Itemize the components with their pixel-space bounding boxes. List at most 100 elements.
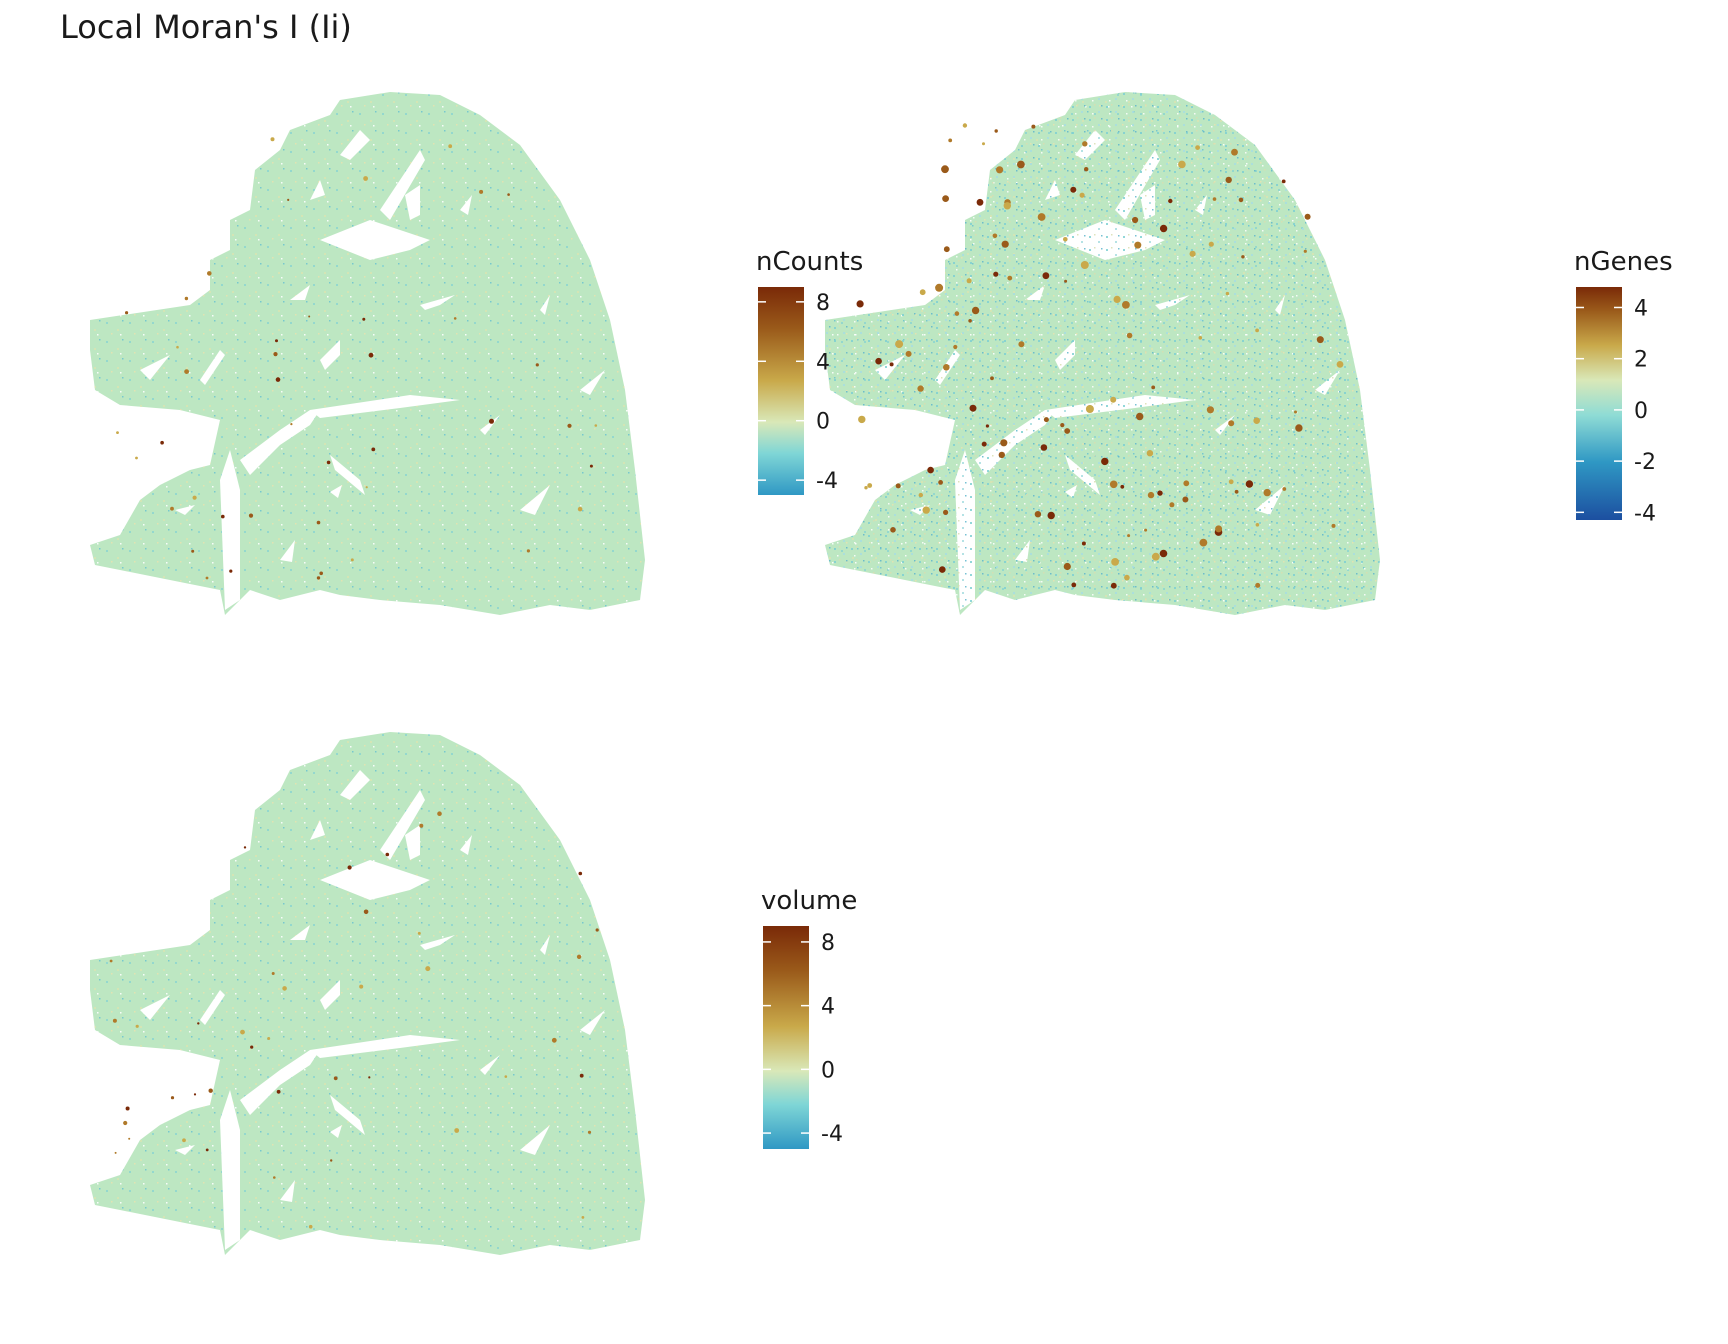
hotspot-cell xyxy=(1212,197,1217,201)
hotspot-cell xyxy=(1255,523,1260,527)
hotspot-cell xyxy=(371,447,376,452)
hotspot-cell xyxy=(275,377,281,382)
hotspot-cell xyxy=(1110,396,1117,403)
hotspot-cell xyxy=(425,966,431,972)
hotspot-cell xyxy=(1182,496,1189,503)
hotspot-cell xyxy=(1017,160,1025,169)
legend-title-ncounts: nCounts xyxy=(756,247,863,277)
colorbar-tick-label: 4 xyxy=(821,995,835,1020)
hotspot-cell xyxy=(267,1037,271,1040)
hotspot-cell xyxy=(1255,582,1261,588)
hotspot-cell xyxy=(1037,213,1046,221)
hotspot-cell xyxy=(895,483,901,489)
hotspot-cell xyxy=(1070,186,1077,193)
panel-ngenes xyxy=(815,90,1395,630)
panel-volume xyxy=(80,730,660,1270)
hotspot-cell xyxy=(594,424,598,427)
hotspot-cell xyxy=(943,509,949,515)
colorbar-tick-label: 4 xyxy=(816,350,830,375)
hotspot-cell xyxy=(207,271,212,276)
hotspot-cell xyxy=(282,986,287,991)
hotspot-cell xyxy=(193,1093,197,1096)
hotspot-cell xyxy=(990,376,994,381)
hotspot-cell xyxy=(184,296,189,301)
hotspot-cell xyxy=(985,424,989,428)
legend-ngenes: nGenes 4 2 0 -2 -4 xyxy=(1574,247,1673,526)
hotspot-cell xyxy=(576,954,582,959)
hotspot-cell xyxy=(578,871,583,876)
hotspot-cell xyxy=(1208,241,1214,247)
hotspot-cell xyxy=(1084,167,1089,172)
hotspot-cell xyxy=(1234,489,1239,494)
hotspot-cell xyxy=(943,246,950,253)
hotspot-cell xyxy=(895,340,904,349)
hotspot-cell xyxy=(128,1137,131,1140)
hotspot-cell xyxy=(1132,216,1139,224)
hotspot-cell xyxy=(123,1120,128,1126)
hotspot-cell xyxy=(1042,272,1050,280)
hotspot-cell xyxy=(316,520,321,525)
hotspot-cell xyxy=(197,1022,200,1025)
hotspot-cell xyxy=(243,846,247,849)
hotspot-cell xyxy=(992,233,998,239)
hotspot-cell xyxy=(1127,534,1131,538)
hotspot-cell xyxy=(1215,525,1223,533)
hotspot-cell xyxy=(535,363,539,367)
hotspot-cell xyxy=(125,311,129,315)
colorbar-tick-label: -4 xyxy=(1634,501,1656,526)
hotspot-cell xyxy=(333,1076,338,1081)
hotspot-layer-ngenes xyxy=(856,123,1344,589)
hotspot-cell xyxy=(1157,490,1163,496)
texture-ngenes xyxy=(825,92,1380,615)
hotspot-cell xyxy=(273,1176,276,1179)
colorbar-tick-label: -2 xyxy=(1634,450,1656,475)
hotspot-cell xyxy=(1253,417,1260,425)
hotspot-cell xyxy=(221,514,225,519)
hotspot-cell xyxy=(1316,336,1324,344)
hotspot-cell xyxy=(417,931,421,935)
hotspot-cell xyxy=(453,317,457,320)
hotspot-cell xyxy=(1082,141,1088,147)
hotspot-cell xyxy=(551,1037,557,1043)
colorbar-tick-label: 0 xyxy=(816,410,830,435)
hotspot-cell xyxy=(1231,148,1238,156)
hotspot-cell xyxy=(1047,511,1055,520)
hotspot-cell xyxy=(942,195,949,202)
hotspot-cell xyxy=(229,569,233,573)
hotspot-cell xyxy=(858,415,866,424)
hotspot-cell xyxy=(1241,255,1245,259)
hotspot-cell xyxy=(170,1096,175,1100)
hotspot-cell xyxy=(905,350,912,357)
hotspot-cell xyxy=(1136,412,1144,421)
hotspot-cell xyxy=(981,441,987,447)
colorbar-volume xyxy=(763,926,809,1149)
hotspot-cell xyxy=(948,138,953,143)
hotspot-cell xyxy=(919,289,926,296)
hotspot-cell xyxy=(135,456,138,460)
colorbar-tick-label: 4 xyxy=(1634,296,1648,321)
hotspot-cell xyxy=(448,144,453,149)
hotspot-cell xyxy=(170,506,174,511)
hotspot-cell xyxy=(290,423,293,426)
colorbar-tick-label: 2 xyxy=(1634,348,1648,373)
hotspot-cell xyxy=(1282,487,1287,491)
hotspot-cell xyxy=(953,344,958,350)
hotspot-cell xyxy=(205,576,209,580)
hotspot-cell xyxy=(1071,582,1077,588)
hotspot-cell xyxy=(1198,336,1203,340)
hotspot-cell xyxy=(589,464,593,468)
hotspot-cell xyxy=(943,364,950,371)
hotspot-cell xyxy=(1225,291,1230,296)
hotspot-cell xyxy=(1151,552,1160,561)
hotspot-cell xyxy=(1031,124,1036,129)
hotspot-cell xyxy=(918,492,923,498)
hotspot-cell xyxy=(1134,241,1142,249)
hotspot-cell xyxy=(330,1159,333,1162)
hotspot-cell xyxy=(1085,405,1094,413)
hotspot-cell xyxy=(1303,249,1307,253)
hotspot-cell xyxy=(1144,528,1148,532)
panel-ncounts xyxy=(80,90,660,630)
hotspot-cell xyxy=(587,1130,592,1134)
hotspot-cell xyxy=(1040,444,1048,451)
hotspot-cell xyxy=(1081,541,1086,546)
